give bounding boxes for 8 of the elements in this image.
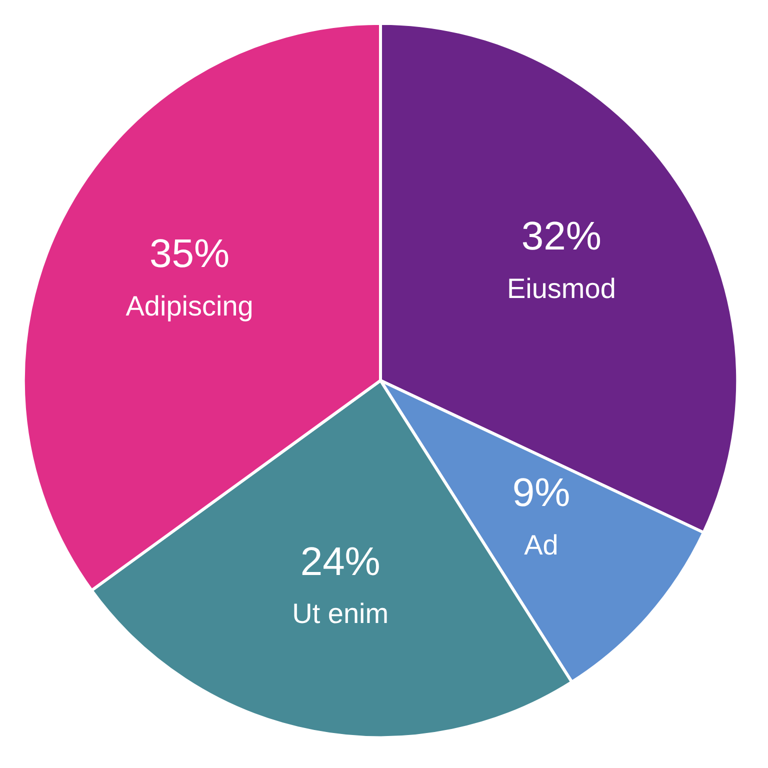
slice-label: Eiusmod: [506, 272, 616, 304]
data-label: 32%: [521, 214, 602, 259]
data-label: 35%: [150, 232, 230, 276]
slice-label: Ad: [524, 529, 558, 560]
data-label: 9%: [512, 471, 570, 516]
slice-label: Ut enim: [292, 598, 389, 630]
data-label: 24%: [300, 540, 380, 584]
slice-label: Adipiscing: [126, 290, 254, 322]
